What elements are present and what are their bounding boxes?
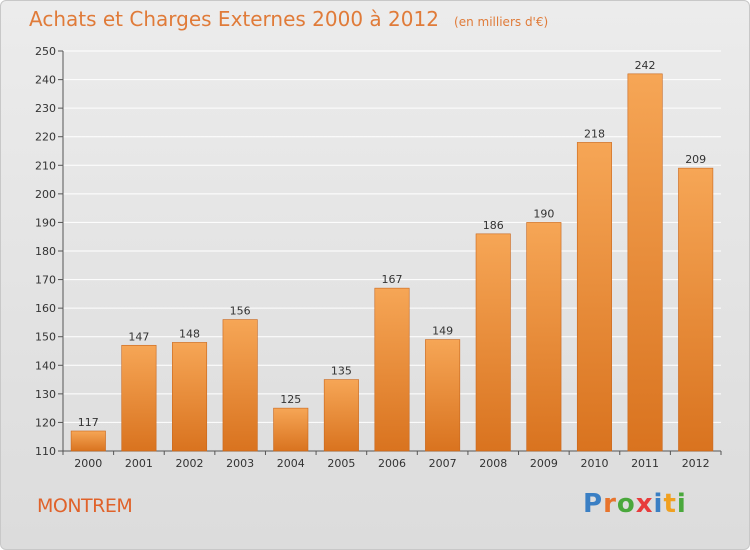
chart-subtitle: (en milliers d'€) bbox=[454, 15, 549, 29]
data-label-2009: 190 bbox=[533, 207, 554, 220]
bar-2003 bbox=[222, 319, 258, 452]
x-tick-label-2003: 2003 bbox=[226, 457, 254, 470]
x-tick-label-2001: 2001 bbox=[125, 457, 153, 470]
y-tick-labels: 110 120 130 140 150 160 170 180 190 200 210 220 230 2… bbox=[35, 45, 56, 458]
bar-2001 bbox=[121, 344, 157, 452]
x-tick-label-2004: 2004 bbox=[277, 457, 305, 470]
x-tick-label-2005: 2005 bbox=[327, 457, 355, 470]
town-name: MONTREM bbox=[37, 495, 133, 517]
bar-2000 bbox=[70, 430, 106, 452]
data-label-2011: 242 bbox=[635, 59, 656, 72]
bar-2007 bbox=[425, 339, 461, 452]
x-tick-label-2010: 2010 bbox=[580, 457, 608, 470]
bar-2004 bbox=[273, 407, 309, 452]
x-tick-labels: 2000 2001 2002 2003 2004 2005 2006 2007 2008 2009… bbox=[74, 457, 709, 470]
y-tick-label: 170 bbox=[35, 274, 56, 287]
bar-2012 bbox=[678, 167, 714, 452]
data-label-2001: 147 bbox=[128, 330, 149, 343]
x-tick-label-2012: 2012 bbox=[682, 457, 710, 470]
x-tick-label-2002: 2002 bbox=[176, 457, 204, 470]
x-tick-label-2006: 2006 bbox=[378, 457, 406, 470]
y-tick-label: 130 bbox=[35, 388, 56, 401]
title-row: Achats et Charges Externes 2000 à 2012 (… bbox=[29, 7, 548, 31]
y-tick-label: 140 bbox=[35, 359, 56, 372]
y-tick-label: 210 bbox=[35, 159, 56, 172]
y-tick-label: 180 bbox=[35, 245, 56, 258]
proxiti-logo[interactable]: Proxiti bbox=[583, 489, 687, 519]
logo-letter: o bbox=[616, 489, 636, 519]
data-label-2003: 156 bbox=[230, 305, 251, 318]
bars bbox=[70, 73, 714, 452]
y-tick-label: 250 bbox=[35, 45, 56, 58]
y-tick-label: 200 bbox=[35, 188, 56, 201]
logo-letter: t bbox=[663, 489, 677, 519]
x-tick-label-2007: 2007 bbox=[429, 457, 457, 470]
y-tick-label: 120 bbox=[35, 416, 56, 429]
data-label-2008: 186 bbox=[483, 219, 504, 232]
data-label-2000: 117 bbox=[78, 416, 99, 429]
data-label-2006: 167 bbox=[382, 273, 403, 286]
logo-letter: P bbox=[583, 489, 604, 519]
bar-2002 bbox=[172, 342, 208, 452]
data-label-2005: 135 bbox=[331, 365, 352, 378]
logo-letter: i bbox=[676, 489, 687, 519]
x-tick-label-2008: 2008 bbox=[479, 457, 507, 470]
x-tick-label-2000: 2000 bbox=[74, 457, 102, 470]
logo-letter: r bbox=[603, 489, 617, 519]
y-tick-label: 230 bbox=[35, 102, 56, 115]
bar-2008 bbox=[475, 233, 511, 452]
data-label-2004: 125 bbox=[280, 393, 301, 406]
data-label-2002: 148 bbox=[179, 327, 200, 340]
x-tick-label-2011: 2011 bbox=[631, 457, 659, 470]
x-tick-label-2009: 2009 bbox=[530, 457, 558, 470]
y-tick-label: 240 bbox=[35, 74, 56, 87]
y-tick-label: 110 bbox=[35, 445, 56, 458]
y-tick-label: 190 bbox=[35, 216, 56, 229]
chart-title: Achats et Charges Externes 2000 à 2012 bbox=[29, 7, 439, 31]
bar-2011 bbox=[627, 73, 663, 452]
data-label-2010: 218 bbox=[584, 127, 605, 140]
data-label-2012: 209 bbox=[685, 153, 706, 166]
bar-2006 bbox=[374, 287, 410, 452]
y-tick-label: 160 bbox=[35, 302, 56, 315]
y-tick-label: 150 bbox=[35, 331, 56, 344]
y-tick-label: 220 bbox=[35, 131, 56, 144]
logo-letter: x bbox=[635, 489, 654, 519]
logo-letter: i bbox=[653, 489, 664, 519]
bar-2005 bbox=[323, 379, 359, 452]
data-label-2007: 149 bbox=[432, 325, 453, 338]
data-labels: 117 147 148 156 125 135 167 149 186 190 218 242 209 bbox=[78, 59, 706, 429]
bar-2010 bbox=[576, 142, 612, 452]
bar-2009 bbox=[526, 222, 562, 452]
